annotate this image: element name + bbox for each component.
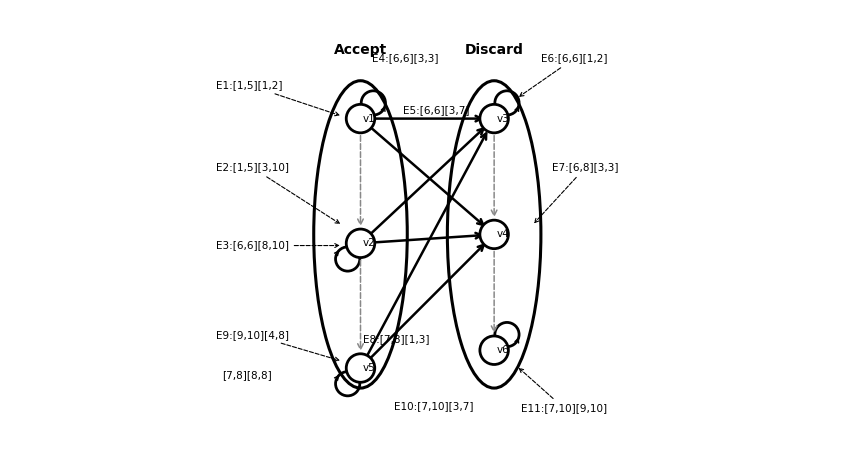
Text: E7:[6,8][3,3]: E7:[6,8][3,3] xyxy=(535,163,619,222)
Text: E6:[6,6][1,2]: E6:[6,6][1,2] xyxy=(520,54,608,96)
Text: v4: v4 xyxy=(496,230,509,239)
Circle shape xyxy=(346,104,375,133)
Text: Discard: Discard xyxy=(464,42,523,56)
Text: v1: v1 xyxy=(363,114,375,124)
Text: [7,8][8,8]: [7,8][8,8] xyxy=(222,370,273,380)
Text: v2: v2 xyxy=(363,238,375,249)
Circle shape xyxy=(346,229,375,258)
Text: E1:[1,5][1,2]: E1:[1,5][1,2] xyxy=(216,80,339,116)
Text: E8:[7,8][1,3]: E8:[7,8][1,3] xyxy=(363,334,430,344)
Text: E2:[1,5][3,10]: E2:[1,5][3,10] xyxy=(216,163,339,223)
Text: E11:[7,10][9,10]: E11:[7,10][9,10] xyxy=(519,368,607,413)
Text: E9:[9,10][4,8]: E9:[9,10][4,8] xyxy=(216,330,339,361)
Circle shape xyxy=(480,104,509,133)
Text: E4:[6,6][3,3]: E4:[6,6][3,3] xyxy=(372,54,438,64)
Text: E10:[7,10][3,7]: E10:[7,10][3,7] xyxy=(394,401,474,411)
Circle shape xyxy=(346,354,375,382)
Text: v6: v6 xyxy=(496,345,509,355)
Text: E5:[6,6][3,7]: E5:[6,6][3,7] xyxy=(403,105,470,115)
Text: Accept: Accept xyxy=(334,42,387,56)
Text: v5: v5 xyxy=(363,363,375,373)
Text: v3: v3 xyxy=(496,114,509,124)
Text: E3:[6,6][8,10]: E3:[6,6][8,10] xyxy=(216,240,339,251)
Circle shape xyxy=(480,220,509,249)
Circle shape xyxy=(480,336,509,364)
